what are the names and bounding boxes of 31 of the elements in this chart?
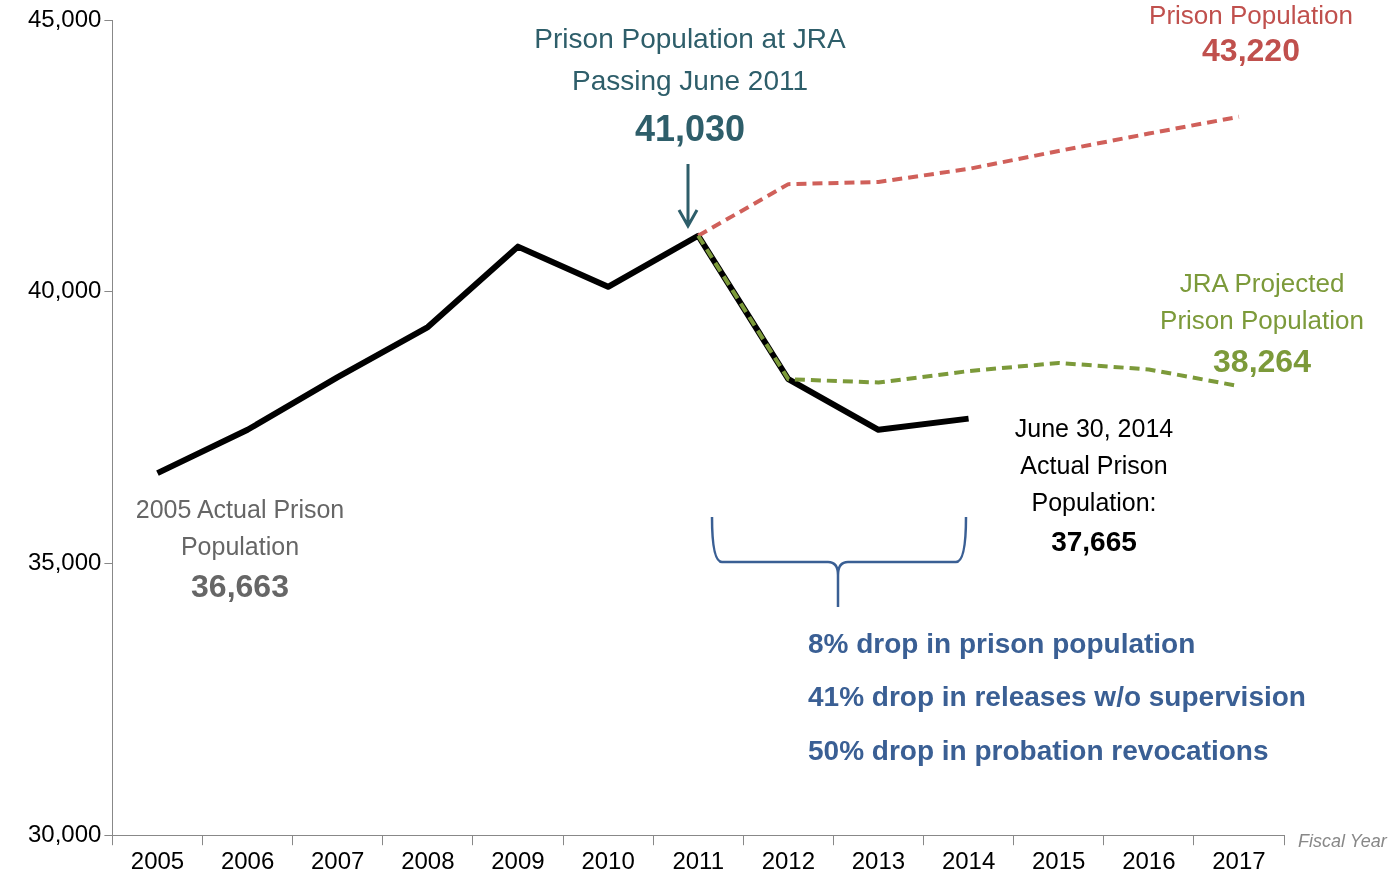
annotation: 41% drop in releases w/o supervision (808, 680, 1306, 712)
annotation: 37,665 (1051, 525, 1137, 557)
x-tick-label: 2007 (311, 847, 365, 875)
x-tick-label: 2012 (761, 847, 816, 875)
annotation: 43,220 (1202, 31, 1300, 68)
annotation: Prison Population (1149, 0, 1353, 31)
annotation: 38,264 (1213, 342, 1312, 379)
y-tick-label: 35,000 (28, 548, 102, 576)
annotation: JRA Projected Prison Population (1160, 268, 1364, 336)
x-tick-label: 2010 (581, 847, 635, 875)
y-tick-label: 30,000 (28, 819, 102, 847)
x-tick-label: 2016 (1122, 847, 1176, 875)
x-tick-label: 2009 (491, 847, 545, 875)
x-axis-title: Fiscal Year (1298, 831, 1388, 851)
y-tick-label: 45,000 (28, 4, 102, 32)
x-tick-label: 2008 (401, 847, 455, 875)
x-tick-label: 2015 (1032, 847, 1086, 875)
x-tick-label: 2014 (941, 847, 996, 875)
annotation: Prison Population at JRA Passing June 2011 (534, 22, 846, 96)
x-tick-label: 2011 (672, 847, 725, 875)
x-tick-label: 2013 (851, 847, 906, 875)
annotation: 36,663 (191, 567, 289, 604)
x-tick-label: 2005 (130, 847, 185, 875)
annotation: 8% drop in prison population (808, 627, 1196, 659)
x-tick-label: 2017 (1212, 847, 1266, 875)
x-tick-label: 2006 (220, 847, 275, 875)
y-tick-label: 40,000 (28, 276, 102, 304)
annotation: 41,030 (634, 107, 746, 149)
annotation: 2005 Actual Prison Population (135, 494, 345, 560)
annotation: June 30, 2014 Actual Prison Population: (1014, 413, 1174, 516)
annotation: 50% drop in probation revocations (808, 734, 1269, 766)
